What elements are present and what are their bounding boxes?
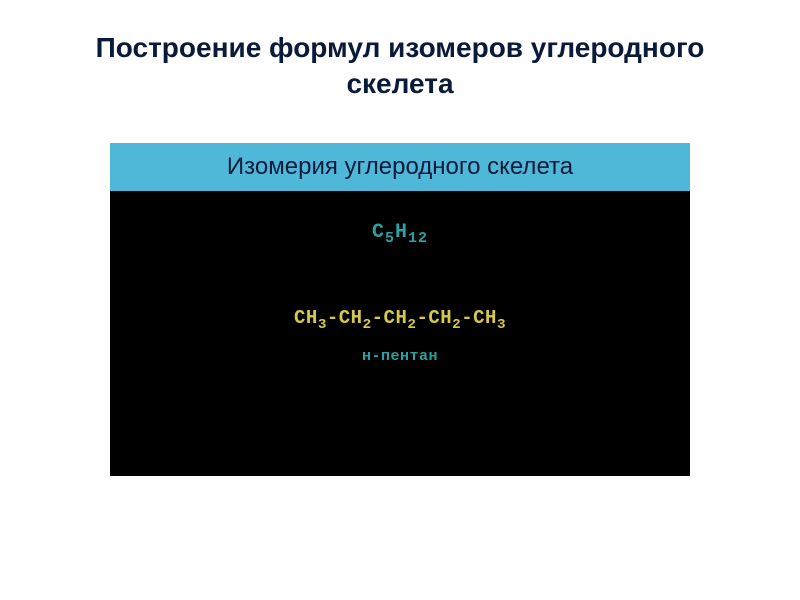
slide-title: Построение формул изомеров углеродного с… (60, 30, 740, 103)
slide-container: Построение формул изомеров углеродного с… (0, 0, 800, 600)
molecular-formula: C5H12 (130, 221, 670, 247)
slide-subtitle: Изомерия углеродного скелета (110, 143, 690, 191)
chemistry-content: C5H12 CH3-CH2-CH2-CH2-CH3 н-пентан (110, 191, 690, 476)
compound-name: н-пентан (130, 348, 670, 365)
structural-formula: CH3-CH2-CH2-CH2-CH3 (130, 307, 670, 333)
